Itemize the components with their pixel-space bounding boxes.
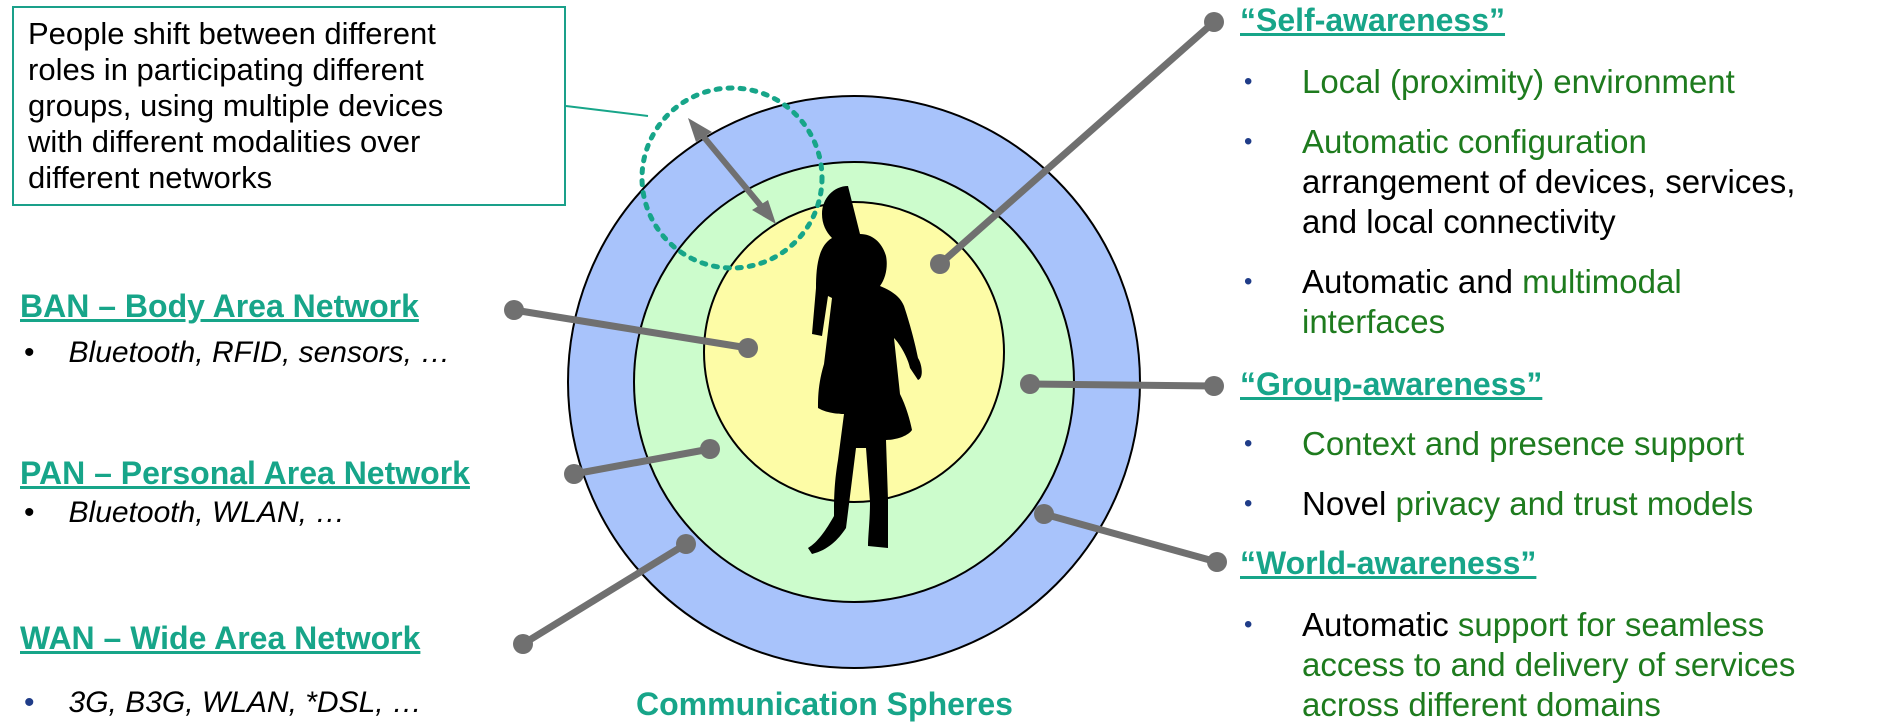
bullet-dot: • <box>24 686 35 719</box>
callout-pointer <box>566 106 648 116</box>
bullet-line: and local connectivity <box>1302 202 1795 242</box>
network-item: • Bluetooth, RFID, sensors, … <box>24 336 450 370</box>
text-run: and local connectivity <box>1302 203 1616 240</box>
network-title: WAN – Wide Area Network <box>20 620 420 657</box>
callout-line: different networks <box>28 160 550 196</box>
bullet-line: interfaces <box>1302 302 1682 342</box>
bullet-dot: • <box>24 336 35 369</box>
bullet-line: Local (proximity) environment <box>1302 62 1735 102</box>
connector-dot <box>738 338 758 358</box>
connector-dot <box>564 464 584 484</box>
connector-dot <box>1034 504 1054 524</box>
text-run: Local (proximity) environment <box>1302 63 1735 100</box>
connector-dot <box>1204 376 1224 396</box>
text-run: support for seamless <box>1458 606 1764 643</box>
caption: Communication Spheres <box>636 686 1013 723</box>
network-title: BAN – Body Area Network <box>20 288 419 325</box>
callout-line: groups, using multiple devices <box>28 88 550 124</box>
bullet-dot: • <box>1244 484 1252 524</box>
bullet-dot: • <box>24 496 35 529</box>
text-run: multimodal <box>1522 263 1682 300</box>
text-run: interfaces <box>1302 303 1445 340</box>
bullet-dot: • <box>1244 605 1252 645</box>
text-run: access to and delivery of services <box>1302 646 1795 683</box>
connector-dot <box>504 300 524 320</box>
connector-dot <box>1204 12 1224 32</box>
bullet-line: Automatic support for seamless <box>1302 605 1795 645</box>
item-text: 3G, B3G, WLAN, *DSL, … <box>69 686 422 719</box>
connector-dot <box>513 634 533 654</box>
connector-dot <box>700 439 720 459</box>
text-run: Automatic <box>1302 606 1458 643</box>
bullet-line: Novel privacy and trust models <box>1302 484 1753 524</box>
network-item: • Bluetooth, WLAN, … <box>24 496 345 530</box>
bullet-line: arrangement of devices, services, <box>1302 162 1795 202</box>
page: People shift between differentroles in p… <box>0 0 1877 723</box>
text-run: Automatic configuration <box>1302 123 1647 160</box>
connector-dot <box>1020 374 1040 394</box>
text-run: across different domains <box>1302 686 1661 723</box>
network-title: PAN – Personal Area Network <box>20 455 470 492</box>
connector-dot <box>1207 552 1227 572</box>
awareness-title: “Self-awareness” <box>1240 2 1505 39</box>
text-run: Automatic and <box>1302 263 1522 300</box>
callout-line: roles in participating different <box>28 52 550 88</box>
awareness-title: “World-awareness” <box>1240 545 1536 582</box>
bullet: •Novel privacy and trust models <box>1302 484 1753 524</box>
bullet-dot: • <box>1244 262 1252 302</box>
bullet-line: access to and delivery of services <box>1302 645 1795 685</box>
bullet-line: across different domains <box>1302 685 1795 725</box>
item-text: Bluetooth, RFID, sensors, … <box>69 336 451 369</box>
bullet-line: Context and presence support <box>1302 424 1744 464</box>
connector-dot <box>930 254 950 274</box>
text-run: Novel <box>1302 485 1396 522</box>
bullet-line: Automatic configuration <box>1302 122 1795 162</box>
text-run: privacy and trust models <box>1396 485 1754 522</box>
bullet-dot: • <box>1244 122 1252 162</box>
text-run: Context and presence support <box>1302 425 1744 462</box>
bullet-line: Automatic and multimodal <box>1302 262 1682 302</box>
bullet: •Local (proximity) environment <box>1302 62 1735 102</box>
connector <box>1030 384 1214 386</box>
bullet-dot: • <box>1244 424 1252 464</box>
bullet-dot: • <box>1244 62 1252 102</box>
network-item: • 3G, B3G, WLAN, *DSL, … <box>24 686 422 720</box>
awareness-title: “Group-awareness” <box>1240 366 1542 403</box>
callout-line: with different modalities over <box>28 124 550 160</box>
item-text: Bluetooth, WLAN, … <box>69 496 346 529</box>
text-run: arrangement of devices, services, <box>1302 163 1795 200</box>
connector-dot <box>676 534 696 554</box>
bullet: •Context and presence support <box>1302 424 1744 464</box>
callout-line: People shift between different <box>28 16 550 52</box>
